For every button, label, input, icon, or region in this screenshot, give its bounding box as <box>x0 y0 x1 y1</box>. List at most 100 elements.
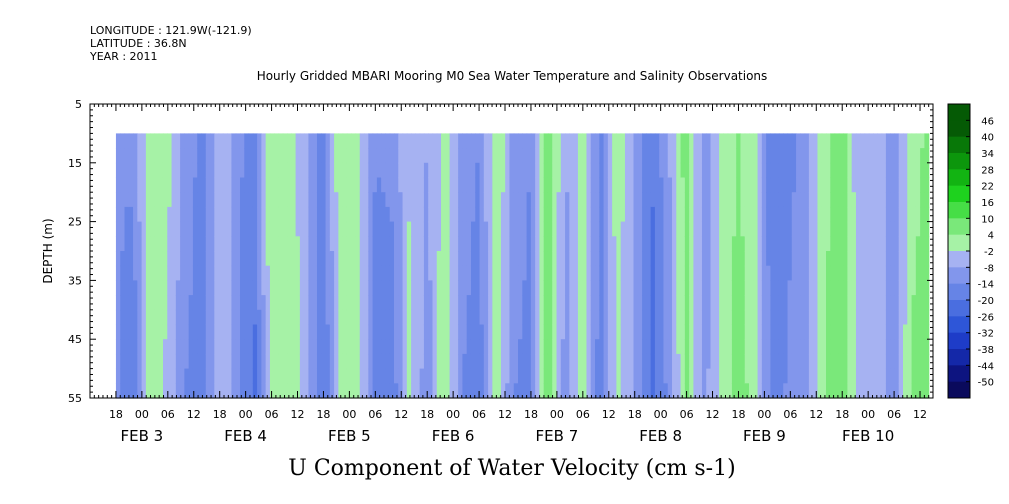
heatmap-cell <box>556 148 562 164</box>
heatmap-cell <box>727 177 733 193</box>
heatmap-cell <box>753 236 759 252</box>
heatmap-cell <box>342 133 348 149</box>
heatmap-cell <box>667 133 673 149</box>
heatmap-cell <box>804 353 810 370</box>
heatmap-cell <box>483 295 489 311</box>
heatmap-cell <box>834 295 840 311</box>
heatmap-cell <box>235 368 241 384</box>
heatmap-cell <box>522 192 528 208</box>
heatmap-cell <box>175 133 181 149</box>
heatmap-cell <box>128 309 134 326</box>
heatmap-cell <box>338 353 344 370</box>
heatmap-cell <box>346 324 352 340</box>
heatmap-cell <box>376 177 382 193</box>
heatmap-cell <box>304 368 310 384</box>
heatmap-cell <box>590 192 596 208</box>
heatmap-cell <box>672 162 677 179</box>
heatmap-cell <box>766 133 772 149</box>
heatmap-cell <box>423 162 429 179</box>
heatmap-cell <box>334 133 339 149</box>
heatmap-cell <box>539 177 545 193</box>
heatmap-cell <box>329 265 335 281</box>
heatmap-cell <box>637 280 643 296</box>
heatmap-cell <box>766 280 772 296</box>
heatmap-cell <box>334 206 339 223</box>
heatmap-cell <box>518 309 523 326</box>
heatmap-cell <box>642 280 647 296</box>
heatmap-cell <box>826 192 831 208</box>
heatmap-cell <box>393 295 399 311</box>
heatmap-cell <box>423 221 429 237</box>
heatmap-cell <box>761 133 767 149</box>
heatmap-cell <box>659 148 665 164</box>
heatmap-cell <box>441 353 446 370</box>
heatmap-cell <box>453 295 459 311</box>
heatmap-cell <box>543 339 549 355</box>
heatmap-cell <box>265 339 271 355</box>
heatmap-cell <box>197 192 203 208</box>
heatmap-cell <box>210 309 215 326</box>
heatmap-cell <box>483 192 489 208</box>
heatmap-cell <box>787 280 793 296</box>
heatmap-cell <box>697 133 703 149</box>
heatmap-cell <box>201 177 207 193</box>
heatmap-cell <box>868 148 874 164</box>
x-tick-label: 00 <box>239 408 253 421</box>
heatmap-cell <box>295 206 301 223</box>
heatmap-cell <box>826 324 831 340</box>
heatmap-cell <box>479 309 485 326</box>
heatmap-cell <box>235 148 241 164</box>
heatmap-cell <box>436 177 442 193</box>
heatmap-cell <box>393 133 399 149</box>
x-tick-label: 06 <box>576 408 590 421</box>
heatmap-cell <box>595 353 600 370</box>
heatmap-cell <box>180 265 185 281</box>
heatmap-cell <box>689 192 695 208</box>
heatmap-cell <box>642 133 647 149</box>
heatmap-cell <box>864 353 870 370</box>
heatmap-cell <box>646 339 652 355</box>
heatmap-cell <box>197 324 203 340</box>
heatmap-cell <box>650 206 656 223</box>
heatmap-cell <box>355 162 361 179</box>
heatmap-cell <box>154 221 160 237</box>
heatmap-cell <box>821 192 827 208</box>
heatmap-cell <box>145 148 151 164</box>
heatmap-cell <box>453 236 459 252</box>
heatmap-cell <box>697 265 703 281</box>
heatmap-cell <box>898 309 904 326</box>
heatmap-cell <box>612 295 618 311</box>
heatmap-cell <box>338 206 344 223</box>
heatmap-cell <box>346 339 352 355</box>
heatmap-cell <box>274 324 280 340</box>
heatmap-cell <box>710 383 716 399</box>
heatmap-cell <box>316 148 322 164</box>
heatmap-cell <box>890 177 896 193</box>
heatmap-cell <box>518 192 523 208</box>
heatmap-cell <box>162 221 168 237</box>
heatmap-cell <box>864 148 870 164</box>
heatmap-cell <box>552 309 558 326</box>
heatmap-cell <box>654 251 660 267</box>
heatmap-cell <box>287 133 292 149</box>
heatmap-cell <box>398 192 404 208</box>
heatmap-cell <box>873 251 878 267</box>
heatmap-cell <box>650 368 656 384</box>
heatmap-cell <box>458 353 464 370</box>
heatmap-cell <box>817 295 823 311</box>
heatmap-cell <box>368 383 374 399</box>
heatmap-cell <box>402 133 408 149</box>
heatmap-cell <box>402 148 408 164</box>
heatmap-cell <box>894 368 900 384</box>
heatmap-cell <box>334 265 339 281</box>
heatmap-cell <box>911 251 917 267</box>
heatmap-cell <box>231 265 237 281</box>
heatmap-cell <box>838 236 844 252</box>
heatmap-cell <box>749 148 754 164</box>
heatmap-cell <box>907 251 913 267</box>
heatmap-cell <box>124 133 130 149</box>
heatmap-cell <box>522 177 528 193</box>
heatmap-cell <box>552 295 558 311</box>
heatmap-cell <box>406 148 412 164</box>
